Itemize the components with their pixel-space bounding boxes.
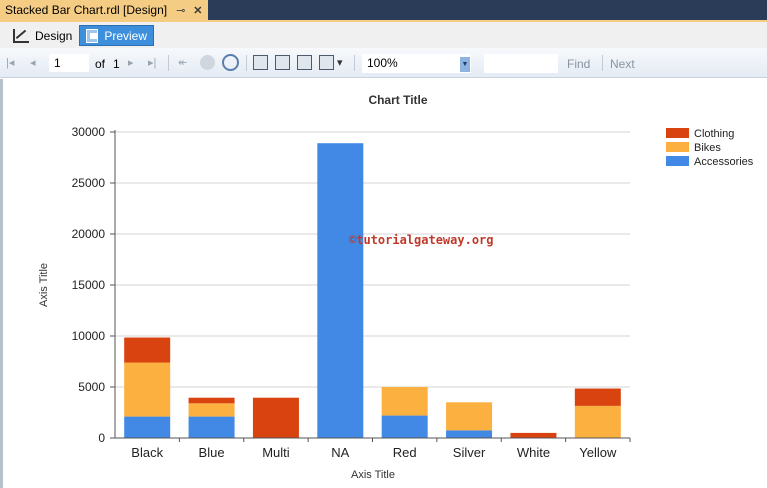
y-tick-label: 20000	[72, 227, 106, 241]
next-page-icon[interactable]: ▸	[128, 57, 134, 69]
toolbar-separator	[354, 55, 355, 71]
page-number-input[interactable]: 1	[49, 54, 89, 72]
refresh-icon[interactable]	[222, 54, 239, 71]
last-page-icon[interactable]: ▸|	[148, 57, 157, 69]
x-tick-label: Yellow	[579, 445, 617, 460]
close-icon[interactable]: ✕	[193, 4, 203, 17]
legend-swatch	[666, 142, 689, 152]
x-tick-label: Red	[393, 445, 417, 460]
zoom-value: 100%	[367, 56, 398, 70]
preview-icon	[86, 28, 99, 43]
of-label: of	[95, 57, 106, 71]
y-tick-label: 25000	[72, 176, 106, 190]
bar-segment-clothing	[510, 432, 557, 438]
preview-tab-label: Preview	[104, 28, 147, 43]
x-tick-label: Silver	[453, 445, 486, 460]
bar-segment-accessories	[124, 416, 171, 438]
print-icon[interactable]	[253, 55, 268, 70]
bar-segment-bikes	[574, 405, 621, 438]
legend-swatch	[666, 128, 689, 138]
x-tick-label: Black	[131, 445, 163, 460]
bar-segment-clothing	[574, 388, 621, 406]
y-tick-label: 10000	[72, 329, 106, 343]
find-input[interactable]	[484, 54, 558, 73]
zoom-select[interactable]: 100% ▼	[362, 54, 471, 73]
view-mode-bar: Design Preview	[0, 20, 767, 48]
legend-label: Accessories	[694, 156, 754, 168]
print-layout-icon[interactable]	[275, 55, 290, 70]
report-toolbar: |◂ ◂ 1 of 1 ▸ ▸| ↞ ▾ 100% ▼ Find Next	[0, 48, 767, 78]
bar-segment-accessories	[188, 416, 235, 438]
y-tick-label: 15000	[72, 278, 106, 292]
page-setup-icon[interactable]	[297, 55, 312, 70]
find-link[interactable]: Find	[567, 57, 591, 71]
export-icon[interactable]	[319, 55, 334, 70]
design-tab[interactable]: Design	[7, 25, 78, 46]
bar-segment-clothing	[188, 397, 235, 404]
legend-label: Clothing	[694, 128, 734, 140]
x-tick-label: Blue	[199, 445, 225, 460]
bar-segment-clothing	[252, 397, 299, 438]
document-tab-strip: Stacked Bar Chart.rdl [Design] ⊸ ✕	[0, 0, 767, 20]
bar-segment-clothing	[124, 337, 171, 363]
document-tab-title: Stacked Bar Chart.rdl [Design]	[5, 3, 168, 17]
document-tab[interactable]: Stacked Bar Chart.rdl [Design] ⊸ ✕	[0, 0, 208, 20]
x-tick-label: Multi	[262, 445, 290, 460]
toolbar-separator	[246, 55, 247, 71]
preview-tab[interactable]: Preview	[79, 25, 154, 46]
export-dropdown-icon[interactable]: ▾	[337, 57, 343, 69]
back-icon[interactable]: ↞	[178, 57, 188, 69]
legend-label: Bikes	[694, 142, 721, 154]
bar-segment-bikes	[124, 362, 171, 417]
pin-icon[interactable]: ⊸	[176, 4, 186, 17]
toolbar-separator	[602, 55, 603, 71]
y-tick-label: 30000	[72, 125, 106, 139]
find-next-link[interactable]: Next	[610, 57, 635, 71]
x-axis-title: Axis Title	[351, 469, 395, 481]
x-tick-label: White	[517, 445, 550, 460]
y-tick-label: 0	[98, 431, 105, 445]
legend-swatch	[666, 156, 689, 166]
stop-icon[interactable]	[200, 55, 215, 70]
bar-segment-bikes	[188, 403, 235, 417]
design-icon	[13, 28, 29, 43]
previous-page-icon[interactable]: ◂	[30, 57, 36, 69]
bar-segment-bikes	[381, 387, 428, 416]
bar-segment-bikes	[446, 402, 493, 431]
y-axis-title: Axis Title	[38, 263, 50, 307]
watermark-text: ©tutorialgateway.org	[349, 233, 494, 247]
toolbar-separator	[168, 55, 169, 71]
chart-title: Chart Title	[368, 93, 427, 107]
y-tick-label: 5000	[78, 380, 105, 394]
bar-segment-accessories	[317, 143, 364, 438]
first-page-icon[interactable]: |◂	[6, 57, 15, 69]
x-tick-label: NA	[331, 445, 349, 460]
bar-segment-accessories	[446, 430, 493, 438]
bar-segment-accessories	[381, 415, 428, 438]
stacked-bar-chart: Chart Title 0 5000 10000 15000 20000 25000 300…	[38, 93, 754, 481]
total-pages: 1	[113, 57, 120, 71]
chevron-down-icon[interactable]: ▼	[460, 57, 470, 72]
design-tab-label: Design	[35, 28, 73, 43]
